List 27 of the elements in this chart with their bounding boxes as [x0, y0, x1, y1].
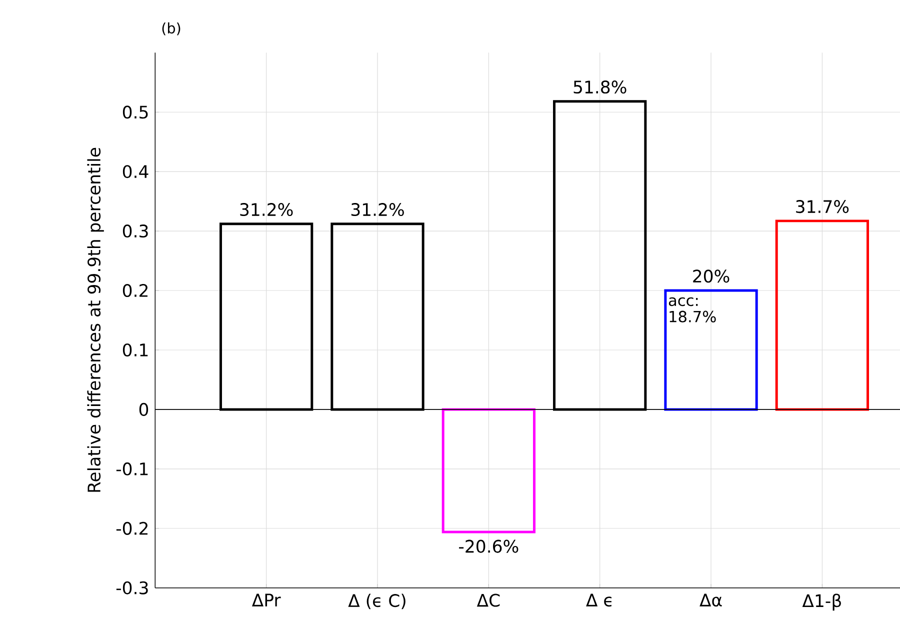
y-tick-label: 0 [139, 402, 148, 416]
y-tick-label: 0.1 [122, 343, 148, 357]
y-tick-label: 0.4 [122, 165, 148, 178]
data-label: 31.2% [240, 203, 293, 216]
data-label: -20.6% [459, 540, 518, 553]
bar [442, 408, 536, 534]
x-tick-label: Δα [700, 594, 722, 607]
bar [775, 220, 870, 411]
data-label: 31.2% [351, 203, 404, 216]
x-tick-label: Δ ϵ [586, 594, 612, 607]
annotation: acc: 18.7% [668, 297, 716, 322]
y-tick-label: -0.3 [116, 581, 148, 594]
bar [664, 289, 758, 411]
data-label: 51.8% [574, 80, 626, 94]
x-tick-label: ΔC [476, 594, 500, 607]
data-label: 20% [693, 270, 730, 283]
y-tick-label: 0.5 [122, 106, 148, 119]
y-tick-label: -0.1 [116, 462, 148, 476]
y-tick-label: 0.2 [122, 284, 148, 298]
y-axis-title: Relative differences at 99.9th percentile [87, 148, 104, 492]
x-tick-label: ΔPr [252, 594, 281, 606]
x-tick-label: Δ1-β [802, 594, 841, 611]
x-tick-label: Δ (ϵ C) [348, 594, 406, 610]
y-tick-label: 0.3 [122, 224, 148, 238]
y-tick-label: -0.2 [116, 522, 148, 535]
chart-title: (b) [162, 22, 180, 36]
data-label: 31.7% [796, 200, 849, 214]
